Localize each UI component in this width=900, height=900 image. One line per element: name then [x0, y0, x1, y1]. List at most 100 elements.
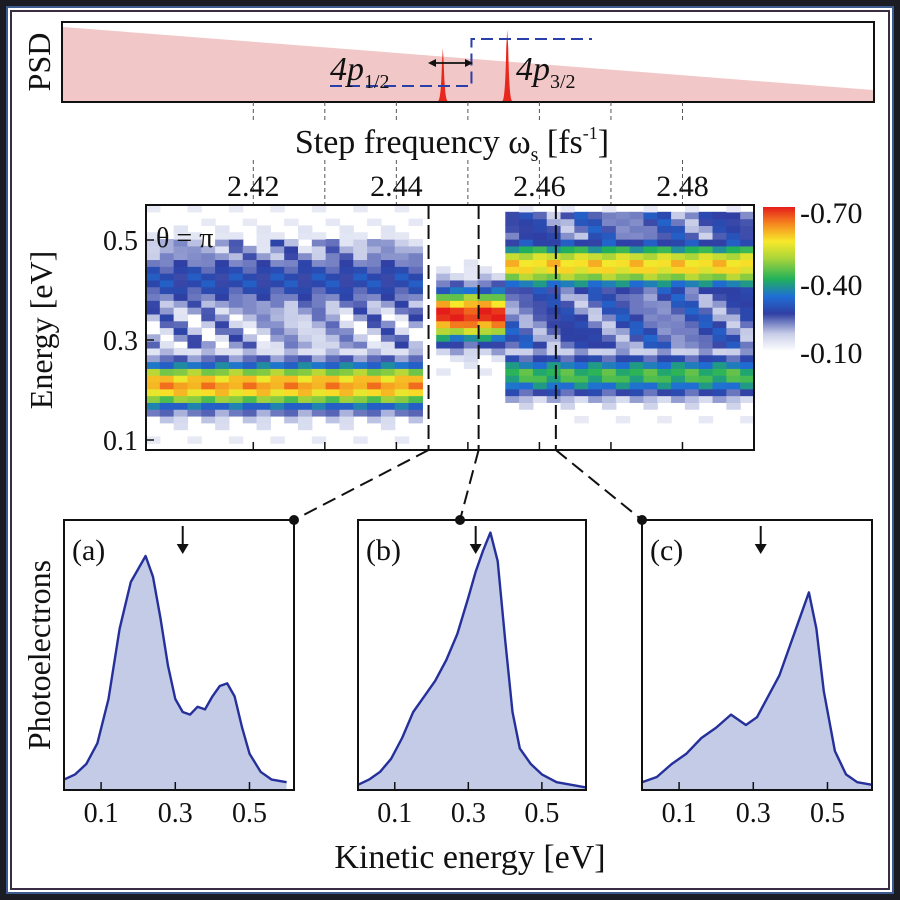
- heatmap-cell: [505, 395, 520, 403]
- heatmap-cell: [256, 409, 271, 417]
- heatmap-cell: [588, 327, 603, 335]
- heatmap-cell: [684, 313, 700, 322]
- heatmap-cell: [684, 259, 700, 267]
- heatmap-cell: [201, 368, 216, 376]
- heatmap-cell: [505, 327, 520, 335]
- heatmap-cell: [684, 307, 700, 315]
- heatmap-cell: [657, 293, 672, 301]
- heatmap-cell: [298, 409, 313, 417]
- heatmap-cell: [380, 334, 396, 342]
- heatmap-cell: [740, 361, 755, 369]
- heatmap-cell: [187, 347, 202, 356]
- heatmap-cell: [380, 375, 396, 383]
- heatmap-cell: [574, 388, 589, 397]
- heatmap-cell: [629, 334, 645, 342]
- heatmap-cell: [339, 402, 354, 410]
- heatmap-cell: [201, 395, 216, 403]
- heatmap-cell: [574, 300, 589, 308]
- heatmap-cell: [215, 252, 230, 261]
- heatmap-cell: [574, 313, 589, 322]
- heatmap-cell: [270, 402, 285, 410]
- heatmap-cell: [298, 266, 313, 274]
- top-tick-label: 2.46: [513, 170, 566, 203]
- heatmap-cell: [270, 361, 285, 369]
- heatmap-cell: [339, 252, 354, 261]
- heatmap-cell: [712, 347, 727, 356]
- heatmap-cell: [629, 252, 645, 261]
- heatmap-cell: [367, 375, 382, 383]
- heatmap-cell: [602, 239, 617, 247]
- heatmap-cell: [463, 279, 479, 288]
- heatmap-cell: [532, 375, 548, 383]
- heatmap-cell: [298, 334, 313, 342]
- heatmap-cell: [284, 395, 299, 403]
- heatmap-cell: [353, 279, 368, 288]
- heatmap-cell: [187, 402, 202, 410]
- heatmap-cell: [629, 279, 645, 288]
- heatmap-cell: [215, 313, 230, 322]
- heatmap-cell: [643, 320, 658, 329]
- heatmap-cell: [463, 259, 479, 267]
- heatmap-cell: [173, 232, 189, 240]
- heatmap-cell: [588, 211, 603, 220]
- heatmap-cell: [187, 232, 202, 240]
- heatmap-cell: [615, 239, 631, 247]
- heatmap-cell: [532, 361, 548, 369]
- heatmap-cell: [588, 395, 603, 403]
- heatmap-cell: [311, 245, 327, 254]
- heatmap-cell: [146, 395, 161, 403]
- heatmap-cell: [602, 232, 617, 240]
- heatmap-cell: [380, 409, 396, 417]
- heatmap-cell: [353, 368, 368, 376]
- heatmap-cell: [146, 354, 161, 363]
- heatmap-cell: [270, 205, 285, 213]
- heatmap-cell: [698, 347, 714, 356]
- spectrum-xtick-label: 0.3: [451, 798, 486, 829]
- heatmap-cell: [159, 368, 175, 376]
- heatmap-cell: [657, 239, 672, 247]
- heatmap-cell: [574, 347, 589, 356]
- heatmap-cell: [643, 293, 658, 301]
- heatmap-cell: [298, 422, 313, 431]
- cut-connectors: [289, 449, 647, 525]
- heatmap-cell: [394, 307, 410, 315]
- heatmap-cell: [353, 286, 368, 295]
- heatmap-cell: [588, 252, 603, 261]
- heatmap-cell: [256, 361, 271, 369]
- heatmap-cell: [173, 286, 189, 295]
- heatmap-cell: [228, 266, 244, 274]
- heatmap-cell: [298, 252, 313, 261]
- heatmap-cell: [201, 245, 216, 254]
- heatmap-cell: [284, 259, 299, 267]
- heatmap-cell: [256, 327, 271, 335]
- heatmap-cell: [367, 381, 382, 390]
- heatmap-cell: [712, 320, 727, 329]
- heatmap-cell: [560, 388, 575, 397]
- heatmap-cell: [698, 361, 714, 369]
- heatmap-cell: [602, 341, 617, 349]
- heatmap-cell: [629, 381, 645, 390]
- heatmap-cell: [629, 259, 645, 267]
- heatmap-cell: [436, 313, 451, 322]
- heatmap-annotation: θ = π: [156, 223, 213, 254]
- heatmap-cell: [436, 293, 451, 301]
- heatmap-cell: [684, 232, 700, 240]
- arrow-down-icon: [754, 544, 767, 554]
- heatmap-cell: [270, 354, 285, 363]
- heatmap-cell: [560, 334, 575, 342]
- heatmap-cell: [284, 388, 299, 397]
- heatmap-cell: [726, 300, 741, 308]
- heatmap-cell: [505, 375, 520, 383]
- heatmap-cell: [284, 293, 299, 301]
- heatmap-cell: [173, 273, 189, 281]
- heatmap-cell: [201, 409, 216, 417]
- heatmap-cell: [532, 388, 548, 397]
- heatmap-cell: [740, 259, 755, 267]
- heatmap-cell: [284, 300, 299, 308]
- heatmap-cell: [256, 422, 271, 431]
- heatmap-cell: [684, 293, 700, 301]
- heatmap-cell: [546, 225, 562, 233]
- psd-ylabel: PSD: [21, 33, 57, 92]
- heatmap-cell: [367, 341, 382, 349]
- heatmap-cell: [477, 273, 493, 281]
